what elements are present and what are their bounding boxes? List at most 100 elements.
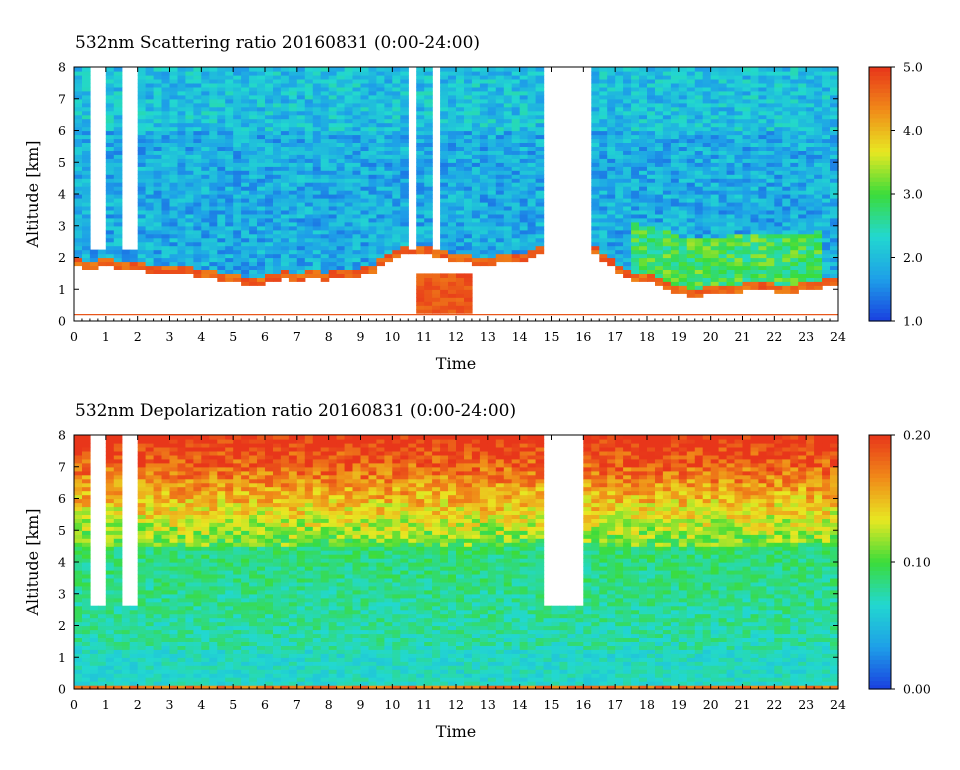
heatmap-cell <box>74 669 83 674</box>
heatmap-cell <box>456 305 465 310</box>
heatmap-cell <box>344 241 354 247</box>
heatmap-cell <box>336 94 346 100</box>
heatmap-cell <box>599 82 608 88</box>
heatmap-cell <box>217 158 226 163</box>
heatmap-cell <box>464 114 473 120</box>
heatmap-cell <box>726 277 736 282</box>
heatmap-cell <box>312 170 322 175</box>
heatmap-cell <box>615 194 624 199</box>
heatmap-cell <box>217 114 226 120</box>
heatmap-cell <box>464 174 473 179</box>
heatmap-cell <box>623 182 632 187</box>
heatmap-cell <box>424 122 433 128</box>
heatmap-cell <box>766 225 775 231</box>
heatmap-cell <box>774 182 783 187</box>
heatmap-cell <box>177 209 187 215</box>
heatmap-cell <box>639 138 648 143</box>
heatmap-cell <box>718 110 728 116</box>
heatmap-cell <box>814 229 823 235</box>
heatmap-cell <box>424 277 433 282</box>
heatmap-cell <box>145 209 155 215</box>
heatmap-cell <box>233 229 242 235</box>
heatmap-cell <box>368 126 378 132</box>
heatmap-cell <box>368 122 378 128</box>
heatmap-cell <box>710 82 720 88</box>
heatmap-cell <box>599 186 608 191</box>
heatmap-cell <box>74 486 83 492</box>
heatmap-cell <box>352 221 362 227</box>
colorbar-segment <box>869 185 891 191</box>
heatmap-cell <box>670 285 680 290</box>
heatmap-cell <box>416 86 425 92</box>
heatmap-cell <box>631 225 640 231</box>
heatmap-cell <box>694 158 704 163</box>
heatmap-cell <box>718 118 728 124</box>
heatmap-cell <box>161 229 171 235</box>
heatmap-cell <box>280 190 290 195</box>
heatmap-cell <box>217 162 226 167</box>
heatmap-cell <box>392 90 401 96</box>
heatmap-cell <box>304 86 314 92</box>
heatmap-cell <box>440 217 449 223</box>
heatmap-cell <box>774 249 783 255</box>
heatmap-cell <box>774 221 783 227</box>
heatmap-cell <box>766 237 775 243</box>
heatmap-cell <box>82 657 91 662</box>
heatmap-cell <box>519 142 529 147</box>
heatmap-cell <box>304 269 314 274</box>
heatmap-cell <box>105 146 115 151</box>
heatmap-cell <box>74 569 83 575</box>
heatmap-cell <box>495 205 505 211</box>
heatmap-cell <box>304 198 314 203</box>
heatmap-cell <box>710 166 720 171</box>
heatmap-cell <box>392 134 401 140</box>
heatmap-cell <box>257 257 266 263</box>
heatmap-cell <box>655 182 664 187</box>
heatmap-cell <box>288 201 298 207</box>
heatmap-cell <box>615 86 624 92</box>
heatmap-cell <box>74 190 83 195</box>
heatmap-cell <box>487 198 497 203</box>
heatmap-cell <box>82 138 91 143</box>
heatmap-cell <box>265 174 274 179</box>
heatmap-cell <box>670 182 680 187</box>
heatmap-cell <box>265 67 274 72</box>
heatmap-cell <box>798 130 807 136</box>
heatmap-cell <box>448 301 457 306</box>
heatmap-cell <box>145 174 155 179</box>
heatmap-cell <box>368 82 378 88</box>
heatmap-cell <box>790 209 799 215</box>
heatmap-cell <box>400 182 409 187</box>
heatmap-cell <box>145 257 155 263</box>
heatmap-cell <box>424 146 433 151</box>
heatmap-cell <box>471 118 481 124</box>
heatmap-cell <box>249 86 258 92</box>
heatmap-cell <box>814 194 823 199</box>
heatmap-cell <box>384 82 393 88</box>
heatmap-cell <box>758 273 767 278</box>
heatmap-cell <box>74 130 83 136</box>
heatmap-cell <box>742 273 752 278</box>
heatmap-cell <box>424 281 433 286</box>
heatmap-cell <box>814 225 823 231</box>
heatmap-cell <box>137 126 147 132</box>
heatmap-cell <box>702 98 712 104</box>
heatmap-cell <box>392 229 401 235</box>
heatmap-cell <box>766 269 775 274</box>
heatmap-cell <box>225 249 234 255</box>
heatmap-cell <box>694 265 704 270</box>
heatmap-cell <box>225 217 234 223</box>
heatmap-cell <box>177 106 187 112</box>
heatmap-cell <box>790 261 799 267</box>
heatmap-cell <box>782 82 791 88</box>
heatmap-cell <box>304 150 314 155</box>
heatmap-cell <box>607 114 616 120</box>
heatmap-cell <box>758 186 767 191</box>
heatmap-cell <box>312 205 322 211</box>
heatmap-cell <box>686 289 696 294</box>
heatmap-cell <box>360 182 370 187</box>
heatmap-cell <box>249 94 258 100</box>
heatmap-cell <box>464 273 473 278</box>
heatmap-cell <box>535 229 545 235</box>
heatmap-cell <box>82 166 91 171</box>
